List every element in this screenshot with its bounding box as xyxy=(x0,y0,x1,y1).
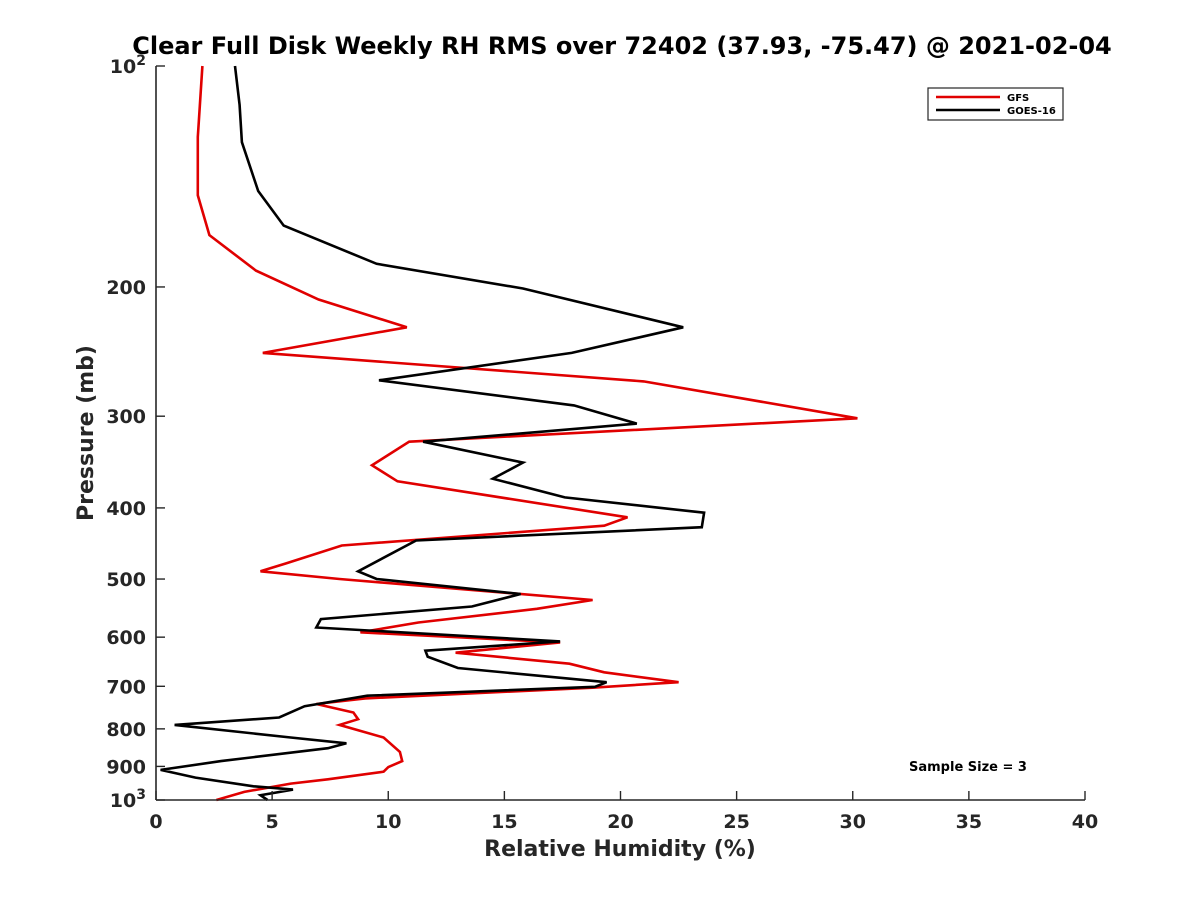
x-tick-label: 15 xyxy=(491,811,517,833)
legend: GFS GOES-16 xyxy=(927,87,1064,121)
plot-area xyxy=(160,65,858,802)
x-tick-label: 25 xyxy=(723,811,749,833)
x-tick-label: 0 xyxy=(149,811,162,833)
series-line-goes16 xyxy=(160,65,706,802)
y-tick-label: 800 xyxy=(106,719,146,741)
sample-size-annotation: Sample Size = 3 xyxy=(909,760,1027,775)
x-tick-label: 40 xyxy=(1072,811,1098,833)
x-tick-label: 5 xyxy=(266,811,279,833)
legend-label-goes16: GOES-16 xyxy=(1007,106,1056,117)
y-tick-label: 103 xyxy=(110,787,146,812)
x-tick-label: 30 xyxy=(840,811,866,833)
x-ticks: 0 5 10 15 20 25 30 35 40 xyxy=(149,791,1098,833)
y-tick-label: 900 xyxy=(106,756,146,778)
y-ticks: 102 200 300 400 500 600 700 800 900 103 xyxy=(106,53,165,812)
y-tick-label: 400 xyxy=(106,498,146,520)
x-tick-label: 20 xyxy=(607,811,633,833)
y-tick-label: 200 xyxy=(106,277,146,299)
legend-label-gfs: GFS xyxy=(1007,93,1029,104)
legend-box xyxy=(927,87,1064,121)
y-axis-label: Pressure (mb) xyxy=(74,345,99,521)
x-tick-label: 10 xyxy=(375,811,401,833)
y-tick-label: 700 xyxy=(106,676,146,698)
x-tick-label: 35 xyxy=(956,811,982,833)
series-line-gfs xyxy=(196,65,858,802)
chart-title: Clear Full Disk Weekly RH RMS over 72402… xyxy=(132,32,1112,60)
y-tick-label: 102 xyxy=(110,53,146,78)
x-axis-label: Relative Humidity (%) xyxy=(484,837,756,862)
y-tick-label: 600 xyxy=(106,627,146,649)
y-tick-label: 300 xyxy=(106,406,146,428)
y-tick-label: 500 xyxy=(106,569,146,591)
